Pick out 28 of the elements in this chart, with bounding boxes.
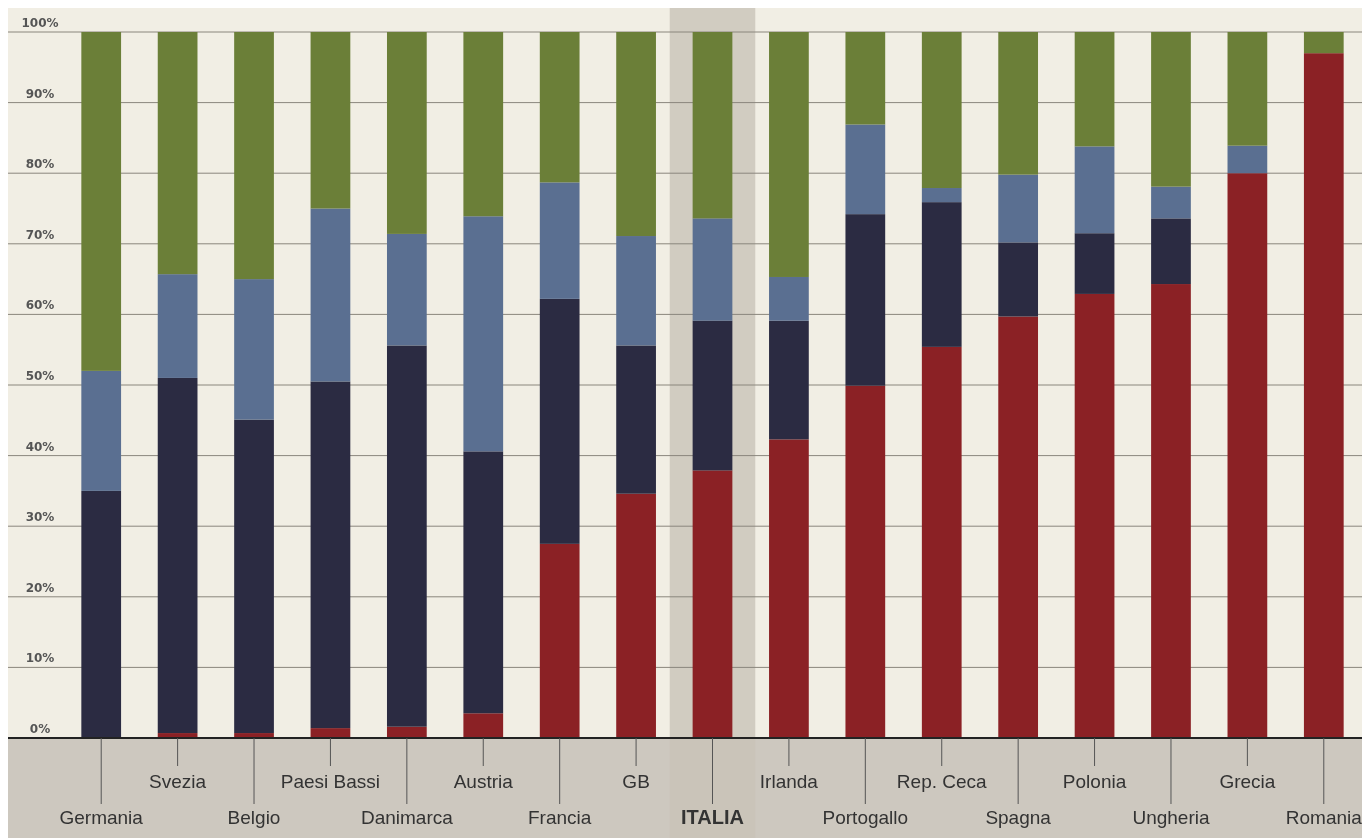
y-tick-label: 70%: [25, 227, 55, 242]
x-tick-label: Belgio: [227, 807, 281, 828]
x-tick-label: Svezia: [149, 771, 207, 792]
x-tick-label: Ungheria: [1132, 807, 1210, 828]
x-tick-label: Romania: [1285, 807, 1363, 828]
y-tick-label: 60%: [25, 298, 55, 313]
y-tick-label: 100%: [21, 16, 59, 30]
x-tick-label: Danimarca: [360, 807, 454, 828]
x-tick-label: Austria: [453, 771, 514, 792]
x-tick-label: Irlanda: [759, 771, 819, 792]
x-tick-label: GB: [622, 771, 650, 792]
y-tick-label: 80%: [25, 157, 55, 172]
x-tick-label: Portogallo: [822, 807, 909, 828]
x-tick-label: Rep. Ceca: [896, 771, 988, 792]
x-tick-label: Germania: [59, 807, 144, 828]
x-tick-label: Spagna: [985, 807, 1052, 828]
y-tick-label: 20%: [25, 580, 55, 595]
y-tick-label: 90%: [25, 86, 55, 101]
y-tick-label: 50%: [25, 369, 55, 383]
y-tick-label: 0%: [29, 722, 51, 736]
y-tick-label: 40%: [25, 439, 55, 454]
x-tick-label: Grecia: [1219, 771, 1276, 792]
y-tick-label: 30%: [25, 510, 55, 525]
x-tick-label: ITALIA: [681, 806, 744, 828]
x-tick-label: Polonia: [1062, 771, 1127, 792]
y-tick-label: 10%: [25, 651, 55, 666]
x-tick-label: Paesi Bassi: [280, 771, 381, 792]
x-tick-label: Francia: [528, 807, 592, 828]
